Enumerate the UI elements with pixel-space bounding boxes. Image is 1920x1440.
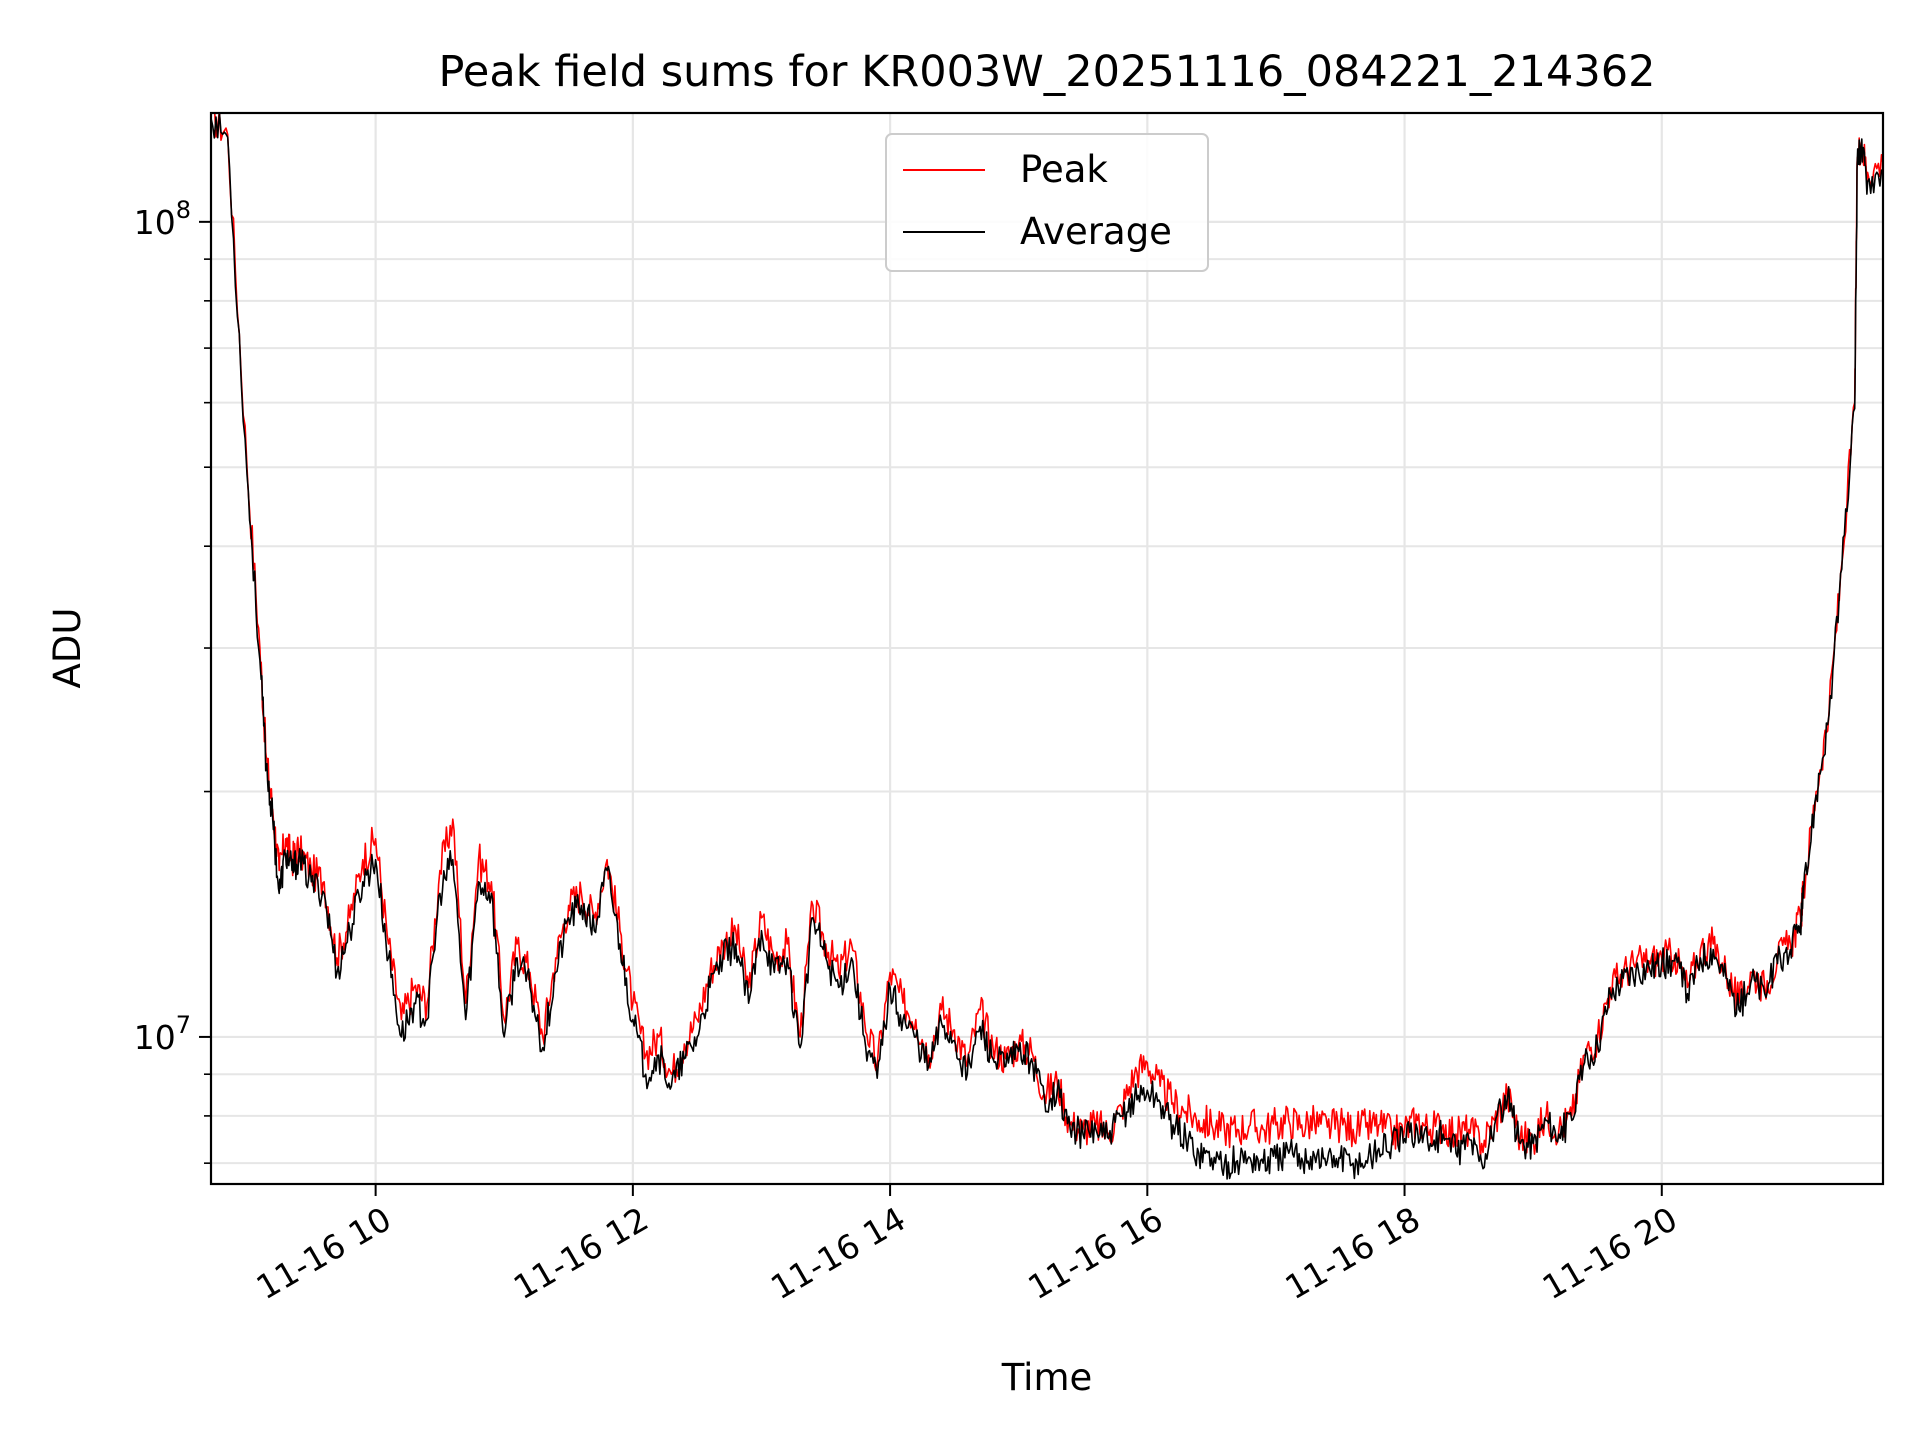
x-axis-label: Time — [1001, 1356, 1093, 1399]
series-line-peak — [211, 113, 1883, 1158]
y-tick-label: 108 — [134, 196, 191, 242]
y-tick-label: 107 — [134, 1011, 191, 1057]
legend-box — [885, 133, 1209, 272]
plot-area — [211, 113, 1883, 1180]
chart-title: Peak field sums for KR003W_20251116_0842… — [439, 47, 1656, 97]
legend: Peak Average — [885, 133, 1209, 272]
legend-label-average: Average — [1020, 210, 1172, 253]
series-line-average — [211, 113, 1883, 1180]
legend-label-peak: Peak — [1020, 148, 1108, 191]
y-axis-ticks: 107 108 — [134, 196, 211, 1164]
y-axis-label: ADU — [46, 608, 89, 689]
